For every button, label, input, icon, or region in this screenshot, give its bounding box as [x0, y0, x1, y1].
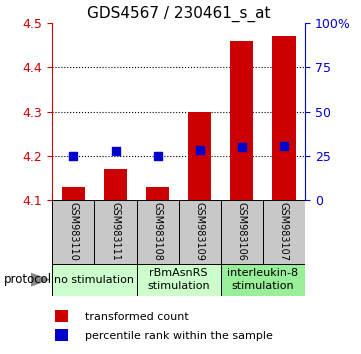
Text: GSM983110: GSM983110	[68, 202, 78, 261]
Point	[113, 148, 118, 154]
Text: GSM983108: GSM983108	[153, 202, 163, 261]
Text: no stimulation: no stimulation	[55, 275, 134, 285]
Bar	[179, 200, 221, 264]
Bar	[230, 41, 253, 200]
Text: GSM983111: GSM983111	[110, 202, 121, 261]
Bar	[55, 309, 68, 322]
Bar	[95, 200, 136, 264]
Bar	[62, 187, 85, 200]
Text: GSM983106: GSM983106	[237, 202, 247, 261]
Polygon shape	[31, 273, 51, 287]
Text: GSM983109: GSM983109	[195, 202, 205, 261]
Point	[239, 144, 245, 150]
Point	[281, 143, 287, 149]
Bar	[221, 200, 263, 264]
Title: GDS4567 / 230461_s_at: GDS4567 / 230461_s_at	[87, 5, 270, 22]
Bar	[221, 264, 305, 296]
Bar	[136, 200, 179, 264]
Point	[70, 153, 76, 159]
Text: transformed count: transformed count	[85, 312, 189, 322]
Bar	[104, 169, 127, 200]
Bar	[146, 187, 169, 200]
Bar	[273, 36, 296, 200]
Bar	[188, 112, 211, 200]
Text: percentile rank within the sample: percentile rank within the sample	[85, 331, 273, 341]
Text: rBmAsnRS
stimulation: rBmAsnRS stimulation	[147, 268, 210, 291]
Bar	[52, 200, 95, 264]
Bar	[52, 264, 136, 296]
Bar	[136, 264, 221, 296]
Point	[197, 148, 203, 153]
Text: protocol: protocol	[4, 273, 52, 286]
Text: interleukin-8
stimulation: interleukin-8 stimulation	[227, 268, 299, 291]
Point	[155, 153, 161, 159]
Text: GSM983107: GSM983107	[279, 202, 289, 261]
Bar	[55, 329, 68, 341]
Bar	[263, 200, 305, 264]
